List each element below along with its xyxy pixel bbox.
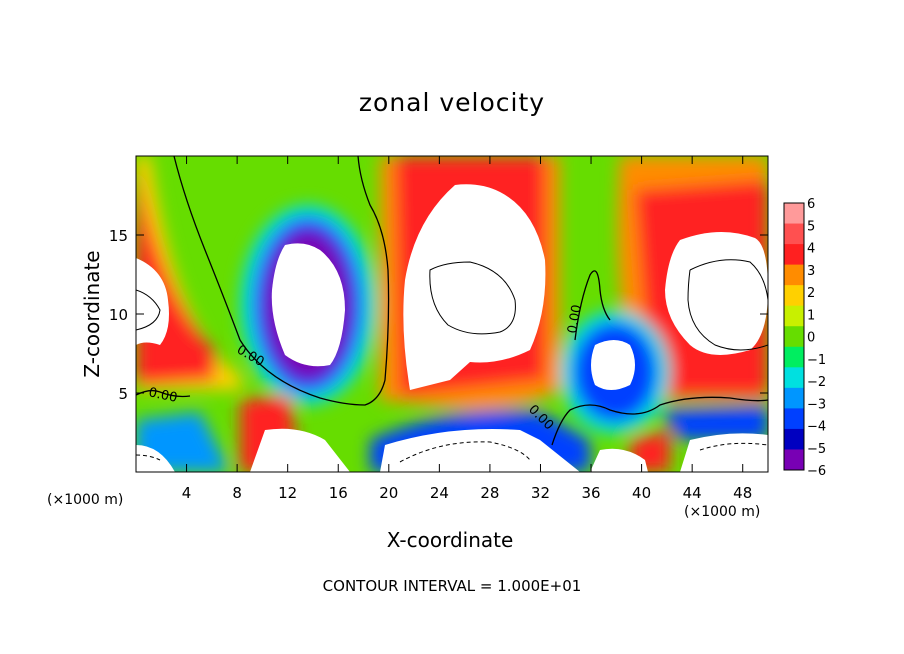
x-tick-label: 28 xyxy=(480,484,499,502)
colorbar-label: −6 xyxy=(807,464,826,479)
colorbar-swatch xyxy=(784,203,804,225)
y-tick-label: 10 xyxy=(109,306,128,324)
x-unit-label-right: (×1000 m) xyxy=(684,504,761,520)
colorbar-swatch xyxy=(784,346,804,368)
colorbar-label: −3 xyxy=(807,397,826,412)
colorbar-label: 0 xyxy=(807,331,815,346)
heatmap-field xyxy=(136,156,768,472)
colorbar-label: −1 xyxy=(807,353,826,368)
x-tick-label: 12 xyxy=(278,484,297,502)
colorbar-swatch xyxy=(784,264,804,286)
colorbar-swatch xyxy=(784,305,804,327)
contour-label: 0.00 xyxy=(147,385,178,406)
y-tick-label: 15 xyxy=(109,227,128,245)
colorbar-label: 1 xyxy=(807,308,815,323)
colorbar-swatch xyxy=(784,285,804,307)
colorbar-frame xyxy=(783,202,805,471)
colorbar-label: −4 xyxy=(807,420,826,435)
x-tick-label: 4 xyxy=(182,484,192,502)
colorbar-swatch xyxy=(784,326,804,348)
y-tick-label: 5 xyxy=(118,385,128,403)
x-unit-label-left: (×1000 m) xyxy=(47,492,124,508)
x-tick-label: 40 xyxy=(632,484,651,502)
colorbar-label: 5 xyxy=(807,219,815,234)
colorbar-swatch xyxy=(784,367,804,389)
colorbar-label: −5 xyxy=(807,442,826,457)
contour-lines xyxy=(136,156,768,463)
y-axis: 5 10 15 xyxy=(109,227,768,403)
x-tick-label: 8 xyxy=(232,484,242,502)
x-tick-label: 48 xyxy=(733,484,752,502)
chart-title: zonal velocity xyxy=(358,88,546,117)
contour-label: 0.00 xyxy=(565,304,585,335)
colorbar-label: 3 xyxy=(807,264,815,279)
x-axis: 4 8 12 16 20 24 28 32 36 40 44 48 xyxy=(182,156,752,502)
colorbar-label: 2 xyxy=(807,286,815,301)
x-tick-label: 36 xyxy=(581,484,600,502)
colorbar-swatch xyxy=(784,428,804,450)
x-tick-label: 24 xyxy=(430,484,449,502)
contour-interval-note: CONTOUR INTERVAL = 1.000E+01 xyxy=(322,577,582,595)
x-tick-label: 16 xyxy=(329,484,348,502)
colorbar-swatch xyxy=(784,244,804,266)
x-axis-label: X-coordinate xyxy=(386,528,514,552)
x-tick-label: 20 xyxy=(379,484,398,502)
colorbar: 6 5 4 3 2 1 0 −1 −2 −3 −4 −5 −6 xyxy=(783,197,826,479)
x-tick-label: 44 xyxy=(683,484,702,502)
y-axis-label: Z-coordinate xyxy=(80,250,104,378)
colorbar-swatch xyxy=(784,449,804,471)
colorbar-swatch xyxy=(784,223,804,245)
colorbar-label: 6 xyxy=(807,197,815,212)
colorbar-swatch xyxy=(784,387,804,409)
colorbar-label: −2 xyxy=(807,375,826,390)
colorbar-swatch xyxy=(784,408,804,430)
x-tick-label: 32 xyxy=(531,484,550,502)
colorbar-label: 4 xyxy=(807,242,815,257)
